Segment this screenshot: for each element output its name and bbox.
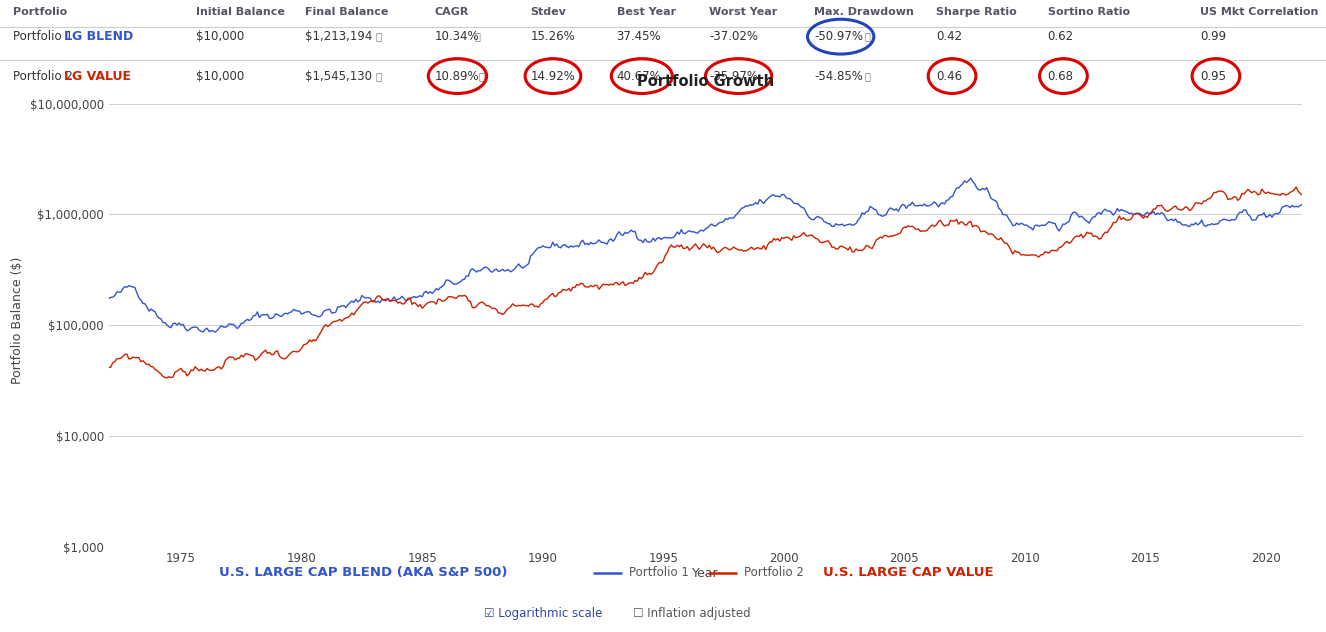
Text: 40.67%: 40.67% <box>617 70 662 83</box>
Text: LG BLEND: LG BLEND <box>64 30 133 43</box>
Text: 15.26%: 15.26% <box>530 30 575 43</box>
Text: -50.97%: -50.97% <box>814 30 863 43</box>
Text: Stdev: Stdev <box>530 8 566 17</box>
Text: -35.97%: -35.97% <box>709 70 758 83</box>
Text: ⓘ: ⓘ <box>865 71 870 81</box>
Text: Sharpe Ratio: Sharpe Ratio <box>936 8 1017 17</box>
Text: 0.42: 0.42 <box>936 30 963 43</box>
Text: ☑ Logarithmic scale: ☑ Logarithmic scale <box>484 607 602 621</box>
Y-axis label: Portfolio Balance ($): Portfolio Balance ($) <box>11 257 24 384</box>
Text: U.S. LARGE CAP BLEND (AKA S&P 500): U.S. LARGE CAP BLEND (AKA S&P 500) <box>219 566 508 580</box>
Text: US Mkt Correlation: US Mkt Correlation <box>1200 8 1318 17</box>
Text: Best Year: Best Year <box>617 8 676 17</box>
Text: ⓘ: ⓘ <box>375 71 382 81</box>
Text: 0.99: 0.99 <box>1200 30 1227 43</box>
Text: LG VALUE: LG VALUE <box>64 70 131 83</box>
Text: 0.95: 0.95 <box>1200 70 1227 83</box>
Text: $10,000: $10,000 <box>196 30 244 43</box>
Text: Worst Year: Worst Year <box>709 8 777 17</box>
Text: U.S. LARGE CAP VALUE: U.S. LARGE CAP VALUE <box>823 566 994 580</box>
Text: 10.34%: 10.34% <box>435 30 480 43</box>
Text: $10,000: $10,000 <box>196 70 244 83</box>
Text: 0.46: 0.46 <box>936 70 963 83</box>
Text: Portfolio 1: Portfolio 1 <box>13 30 73 43</box>
Text: ⓘ: ⓘ <box>865 32 870 42</box>
Text: 0.68: 0.68 <box>1048 70 1074 83</box>
Text: Portfolio 2: Portfolio 2 <box>744 566 804 580</box>
Text: ☐ Inflation adjusted: ☐ Inflation adjusted <box>633 607 751 621</box>
Text: $1,213,194: $1,213,194 <box>305 30 373 43</box>
Text: 0.62: 0.62 <box>1048 30 1074 43</box>
Text: ⓘ: ⓘ <box>479 71 484 81</box>
Text: Portfolio 2: Portfolio 2 <box>13 70 73 83</box>
X-axis label: Year: Year <box>692 568 719 580</box>
Text: -37.02%: -37.02% <box>709 30 758 43</box>
Text: Max. Drawdown: Max. Drawdown <box>814 8 914 17</box>
Text: $1,545,130: $1,545,130 <box>305 70 373 83</box>
Text: Portfolio: Portfolio <box>13 8 68 17</box>
Text: CAGR: CAGR <box>435 8 469 17</box>
Text: 10.89%: 10.89% <box>435 70 480 83</box>
Text: ⓘ: ⓘ <box>375 32 382 42</box>
Text: Final Balance: Final Balance <box>305 8 389 17</box>
Text: -54.85%: -54.85% <box>814 70 863 83</box>
Text: Initial Balance: Initial Balance <box>196 8 285 17</box>
Text: Portfolio 1: Portfolio 1 <box>629 566 688 580</box>
Text: ⓘ: ⓘ <box>475 32 480 42</box>
Title: Portfolio Growth: Portfolio Growth <box>636 75 774 90</box>
Text: 37.45%: 37.45% <box>617 30 662 43</box>
Text: Sortino Ratio: Sortino Ratio <box>1048 8 1130 17</box>
Text: 14.92%: 14.92% <box>530 70 575 83</box>
